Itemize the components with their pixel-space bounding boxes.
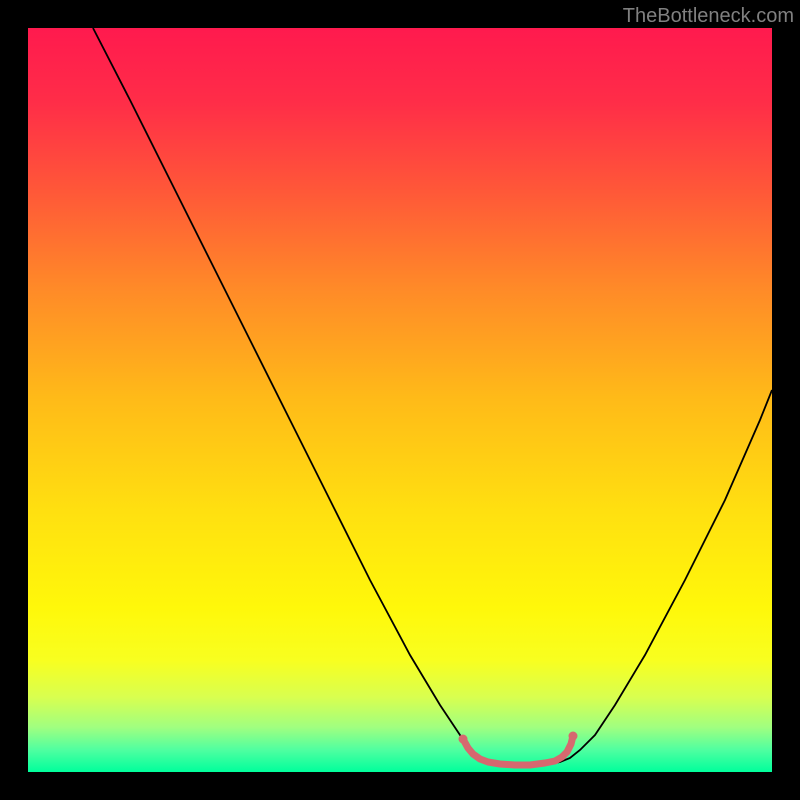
chart-container: TheBottleneck.com <box>0 0 800 800</box>
marker-dot-right <box>569 732 578 741</box>
watermark: TheBottleneck.com <box>623 5 794 28</box>
chart-svg <box>0 0 800 800</box>
plot-background <box>28 28 772 772</box>
marker-dot-left <box>459 735 468 744</box>
